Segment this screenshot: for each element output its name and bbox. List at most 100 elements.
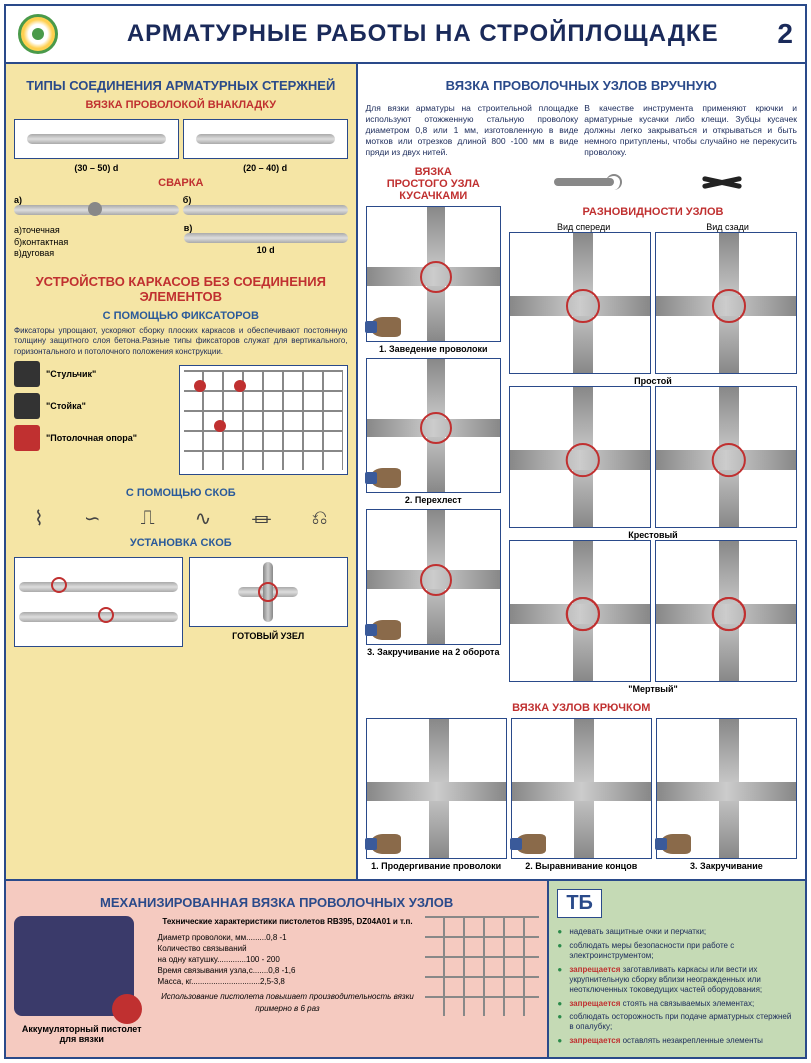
hook-step-1-caption: 1. Продергивание проволоки — [366, 861, 507, 871]
header: АРМАТУРНЫЕ РАБОТЫ НА СТРОЙПЛОЩАДКЕ 2 — [6, 6, 805, 62]
logo-icon — [18, 14, 58, 54]
knot-simple-front — [509, 232, 651, 374]
poster-container: АРМАТУРНЫЕ РАБОТЫ НА СТРОЙПЛОЩАДКЕ 2 ТИП… — [4, 4, 807, 1059]
types-title: ТИПЫ СОЕДИНЕНИЯ АРМАТУРНЫХ СТЕРЖНЕЙ — [14, 78, 348, 93]
weld-label-b: б) — [183, 195, 348, 205]
fixator-item-2: "Стойка" — [14, 393, 173, 419]
tb-item-5: запрещается оставлять незакрепленные эле… — [557, 1036, 797, 1046]
clip-install-row: ГОТОВЫЙ УЗЕЛ — [14, 553, 348, 651]
hook-step-2 — [511, 718, 652, 859]
mech-title: МЕХАНИЗИРОВАННАЯ ВЯЗКА ПРОВОЛОЧНЫХ УЗЛОВ — [14, 895, 539, 910]
clip-shapes-row: ⌇ ∽ ⎍ ∿ ⏛ ⎌ — [14, 503, 348, 533]
tb-item-0: надевать защитные очки и перчатки; — [557, 927, 797, 937]
knot-dead-front — [509, 540, 651, 682]
manual-binding-title: ВЯЗКА ПРОВОЛОЧНЫХ УЗЛОВ ВРУЧНУЮ — [366, 78, 797, 93]
fixator-ceiling-icon — [14, 425, 40, 451]
intro-right: В качестве инструмента применяют крючки … — [584, 103, 797, 158]
fixator-item-1: "Стульчик" — [14, 361, 173, 387]
knot-simple-back — [655, 232, 797, 374]
welding-title: СВАРКА — [14, 177, 348, 189]
overlap-binding-title: ВЯЗКА ПРОВОЛОКОЙ ВНАКЛАДКУ — [14, 99, 348, 111]
knot-dead-back — [655, 540, 797, 682]
knot-cross-back — [655, 386, 797, 528]
clip-icon: ⏛ — [251, 504, 271, 533]
fixator-stand-icon — [14, 393, 40, 419]
fixator-grid-diagram — [179, 365, 348, 475]
main-title: АРМАТУРНЫЕ РАБОТЫ НА СТРОЙПЛОЩАДКЕ — [68, 20, 777, 48]
weld-diagram-v — [184, 233, 348, 243]
dim-10d: 10 d — [184, 245, 348, 255]
dim-30-50d: (30 – 50) d — [14, 163, 179, 173]
overlap-diagram-2 — [183, 119, 348, 159]
fixator-label-1: "Стульчик" — [46, 369, 96, 379]
frame-no-conn-title: УСТРОЙСТВО КАРКАСОВ БЕЗ СОЕДИНЕНИЯ ЭЛЕМЕ… — [14, 274, 348, 304]
fixator-label-2: "Стойка" — [46, 401, 86, 411]
knot-types-grid — [509, 232, 797, 374]
view-labels: Вид спереди Вид сзади — [509, 222, 797, 232]
fixator-item-3: "Потолочная опора" — [14, 425, 173, 451]
fixators-sub: С ПОМОЩЬЮ ФИКСАТОРОВ — [14, 310, 348, 322]
tb-item-3: запрещается стоять на связываемых элемен… — [557, 999, 797, 1009]
fixator-chair-icon — [14, 361, 40, 387]
pistol-block: Аккумуляторный пистолет для вязки Технич… — [14, 916, 539, 1044]
simple-step-2 — [366, 358, 501, 493]
tb-title: ТБ — [557, 889, 602, 918]
clip-install-sub: УСТАНОВКА СКОБ — [14, 537, 348, 549]
spec-title: Технические характеристики пистолетов RB… — [158, 916, 418, 927]
intro-left: Для вязки арматуры на строительной площа… — [366, 103, 579, 158]
knot-simple-label: Простой — [509, 376, 797, 386]
left-column: ТИПЫ СОЕДИНЕНИЯ АРМАТУРНЫХ СТЕРЖНЕЙ ВЯЗК… — [6, 64, 358, 879]
weld-label-v: в) — [184, 223, 348, 233]
simple-step-3 — [366, 509, 501, 644]
knot-dead-label: "Мертвый" — [509, 684, 797, 694]
fixators-text: Фиксаторы упрощают, ускоряют сборку плос… — [14, 326, 348, 357]
tools-row — [509, 162, 797, 202]
tb-item-4: соблюдать осторожность при подаче армату… — [557, 1012, 797, 1033]
page-number: 2 — [777, 18, 793, 50]
hook-tool-icon — [554, 178, 614, 186]
intro-row: Для вязки арматуры на строительной площа… — [366, 99, 797, 162]
tb-item-1: соблюдать меры безопасности при работе с… — [557, 941, 797, 962]
right-column: ВЯЗКА ПРОВОЛОЧНЫХ УЗЛОВ ВРУЧНУЮ Для вязк… — [358, 64, 805, 879]
bottom-row: МЕХАНИЗИРОВАННАЯ ВЯЗКА ПРОВОЛОЧНЫХ УЗЛОВ… — [6, 879, 805, 1057]
clip-install-diagram — [14, 557, 183, 647]
hook-step-2-caption: 2. Выравнивание концов — [511, 861, 652, 871]
ready-knot-diagram — [189, 557, 348, 627]
mech-grid-diagram — [425, 916, 539, 1016]
spec-line-3: Время связывания узла,с.......0,8 -1,6 — [158, 965, 418, 976]
simple-step-1-caption: 1. Заведение проволоки — [366, 344, 501, 354]
weld-row-2: а)точечная б)контактная в)дуговая в) 10 … — [14, 221, 348, 264]
hook-binding-title: ВЯЗКА УЗЛОВ КРЮЧКОМ — [366, 702, 797, 714]
fixators-block: "Стульчик" "Стойка" "Потолочная опора" — [14, 361, 348, 479]
dim-20-40d: (20 – 40) d — [183, 163, 348, 173]
weld-diagram-a — [14, 205, 179, 215]
knot-cross-label: Крестовый — [509, 530, 797, 540]
pliers-tool-icon — [702, 172, 752, 192]
spec-line-1: Количество связываний — [158, 943, 418, 954]
tb-list: надевать защитные очки и перчатки; соблю… — [557, 927, 797, 1046]
simple-step-1 — [366, 206, 501, 341]
knot-cross-row — [509, 386, 797, 528]
clip-icon: ∽ — [84, 506, 101, 531]
content-row: ТИПЫ СОЕДИНЕНИЯ АРМАТУРНЫХ СТЕРЖНЕЙ ВЯЗК… — [6, 62, 805, 879]
clip-icon: ⎍ — [141, 507, 155, 530]
clip-icon: ⌇ — [34, 506, 44, 531]
spec-note: Использование пистолета повышает произво… — [158, 991, 418, 1013]
welding-row: а) б) — [14, 193, 348, 215]
pistol-label: Аккумуляторный пистолет для вязки — [14, 1024, 150, 1044]
spec-line-4: Масса, кг...............................… — [158, 976, 418, 987]
spec-line-2: на одну катушку.............100 - 200 — [158, 954, 418, 965]
pistol-icon — [14, 916, 134, 1016]
overlap-diagram-1 — [14, 119, 179, 159]
spec-list: Технические характеристики пистолетов RB… — [158, 916, 418, 1044]
simple-step-3-caption: 3. Закручивание на 2 оборота — [366, 647, 501, 657]
front-view-label: Вид спереди — [557, 222, 610, 232]
ready-knot-label: ГОТОВЫЙ УЗЕЛ — [189, 631, 348, 641]
weld-diagram-b — [183, 205, 348, 215]
fixator-label-3: "Потолочная опора" — [46, 433, 137, 443]
knot-dead-row — [509, 540, 797, 682]
overlap-diagrams: (30 – 50) d (20 – 40) d — [14, 115, 348, 173]
hook-steps-grid: 1. Продергивание проволоки 2. Выравниван… — [366, 718, 797, 871]
welding-types-list: а)точечная б)контактная в)дуговая — [14, 225, 178, 260]
spec-line-0: Диаметр проволоки, мм.........0,8 -1 — [158, 932, 418, 943]
